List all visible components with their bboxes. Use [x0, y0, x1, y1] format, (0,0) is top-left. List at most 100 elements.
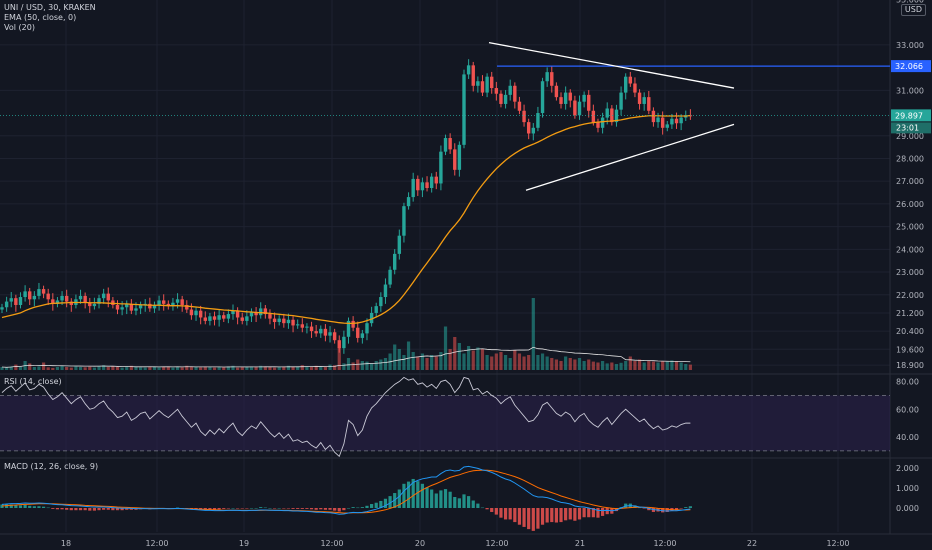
candle-body — [148, 303, 152, 309]
candle-body — [670, 118, 674, 125]
volume-bar — [406, 341, 411, 370]
candle-body — [471, 65, 475, 86]
volume-bar — [143, 367, 147, 370]
volume-bar — [596, 362, 600, 370]
y-tick-label: 35.000 — [896, 0, 924, 4]
candle-body — [323, 328, 328, 336]
volume-bar — [32, 367, 36, 370]
candle-body — [494, 88, 499, 94]
triangle-lower-trendline — [525, 123, 735, 191]
candle-body — [217, 315, 221, 320]
macd-histogram-bar — [370, 504, 374, 508]
macd-histogram-bar — [226, 508, 230, 509]
candle-body — [0, 307, 4, 310]
volume-bar — [28, 363, 32, 370]
volume-bar — [236, 367, 240, 370]
macd-histogram-bar — [365, 505, 369, 508]
volume-bar — [231, 365, 235, 370]
volume-bar — [55, 367, 60, 370]
volume-bar — [564, 356, 568, 370]
volume-ma-line — [1, 346, 691, 368]
macd-histogram-bar — [601, 508, 605, 516]
candle-body — [383, 284, 388, 298]
volume-bar — [203, 366, 207, 370]
macd-histogram-bar — [476, 503, 480, 508]
volume-bar — [125, 366, 129, 370]
volume-bar — [92, 367, 96, 370]
y-tick-label: 33.000 — [896, 41, 924, 50]
volume-bar — [665, 361, 669, 370]
macd-histogram-bar — [554, 508, 558, 523]
macd-histogram-bar — [513, 508, 517, 523]
volume-bar — [582, 361, 586, 370]
candle-body — [610, 108, 614, 123]
volume-bar — [328, 364, 332, 370]
volume-bar — [499, 352, 503, 370]
volume-bar — [439, 352, 443, 370]
candle-body — [443, 138, 448, 152]
candle-body — [637, 92, 642, 104]
volume-bar — [679, 362, 683, 370]
candle-body — [660, 117, 665, 128]
candle-body — [642, 97, 646, 104]
volume-bar — [370, 363, 374, 370]
macd-histogram-bar — [661, 508, 665, 513]
macd-histogram-bar — [92, 508, 96, 511]
macd-histogram-bar — [14, 504, 18, 508]
volume-bar — [240, 367, 244, 370]
candle-body — [129, 303, 134, 311]
macd-y-tick-label: 2.000 — [896, 464, 919, 473]
candle-body — [342, 336, 346, 349]
volume-bar — [494, 353, 498, 370]
volume-bar — [554, 359, 558, 370]
macd-histogram-bar — [434, 493, 438, 508]
volume-bar — [411, 352, 415, 370]
volume-bar — [166, 366, 170, 370]
candle-body — [420, 182, 425, 191]
candle-body — [647, 97, 651, 111]
candle-body — [51, 299, 55, 304]
macd-histogram-bar — [587, 508, 591, 518]
symbol-label: UNI / USD, 30, KRAKEN — [4, 3, 96, 12]
volume-bar — [157, 367, 161, 370]
macd-histogram-bar — [503, 508, 508, 520]
candle-body — [309, 326, 314, 332]
macd-histogram-bar — [55, 508, 60, 510]
currency-badge[interactable]: USD — [900, 4, 926, 16]
candle-body — [259, 308, 263, 316]
volume-bar — [430, 355, 434, 370]
macd-histogram-bar — [0, 504, 4, 508]
volume-bar — [485, 355, 489, 370]
volume-bar — [162, 367, 166, 370]
macd-histogram-bar — [46, 507, 50, 509]
candle-body — [531, 127, 535, 134]
macd-histogram-bar — [374, 502, 378, 508]
volume-bar — [46, 367, 50, 370]
volume-bar — [568, 358, 572, 370]
volume-bar — [102, 365, 106, 370]
macd-histogram-bar — [263, 507, 267, 509]
candle-body — [332, 332, 337, 341]
macd-histogram-bar — [74, 508, 78, 511]
volume-bar — [78, 367, 83, 370]
candle-body — [503, 94, 508, 104]
macd-histogram-bar — [443, 489, 448, 508]
volume-bar — [559, 361, 563, 370]
volume-bar — [688, 364, 692, 370]
x-tick-label: 12:00 — [653, 539, 676, 548]
macd-histogram-bar — [309, 508, 314, 510]
volume-bar — [462, 353, 466, 370]
candle-body — [106, 293, 110, 301]
candle-body — [180, 299, 184, 305]
volume-bar — [614, 364, 619, 370]
volume-bar — [628, 356, 632, 370]
candle-body — [162, 300, 166, 304]
candle-body — [540, 81, 545, 114]
candle-body — [563, 92, 568, 104]
volume-bar — [540, 353, 545, 370]
volume-bar — [684, 364, 688, 370]
candle-body — [429, 176, 434, 188]
volume-bar — [527, 355, 531, 370]
volume-bar — [624, 361, 628, 370]
